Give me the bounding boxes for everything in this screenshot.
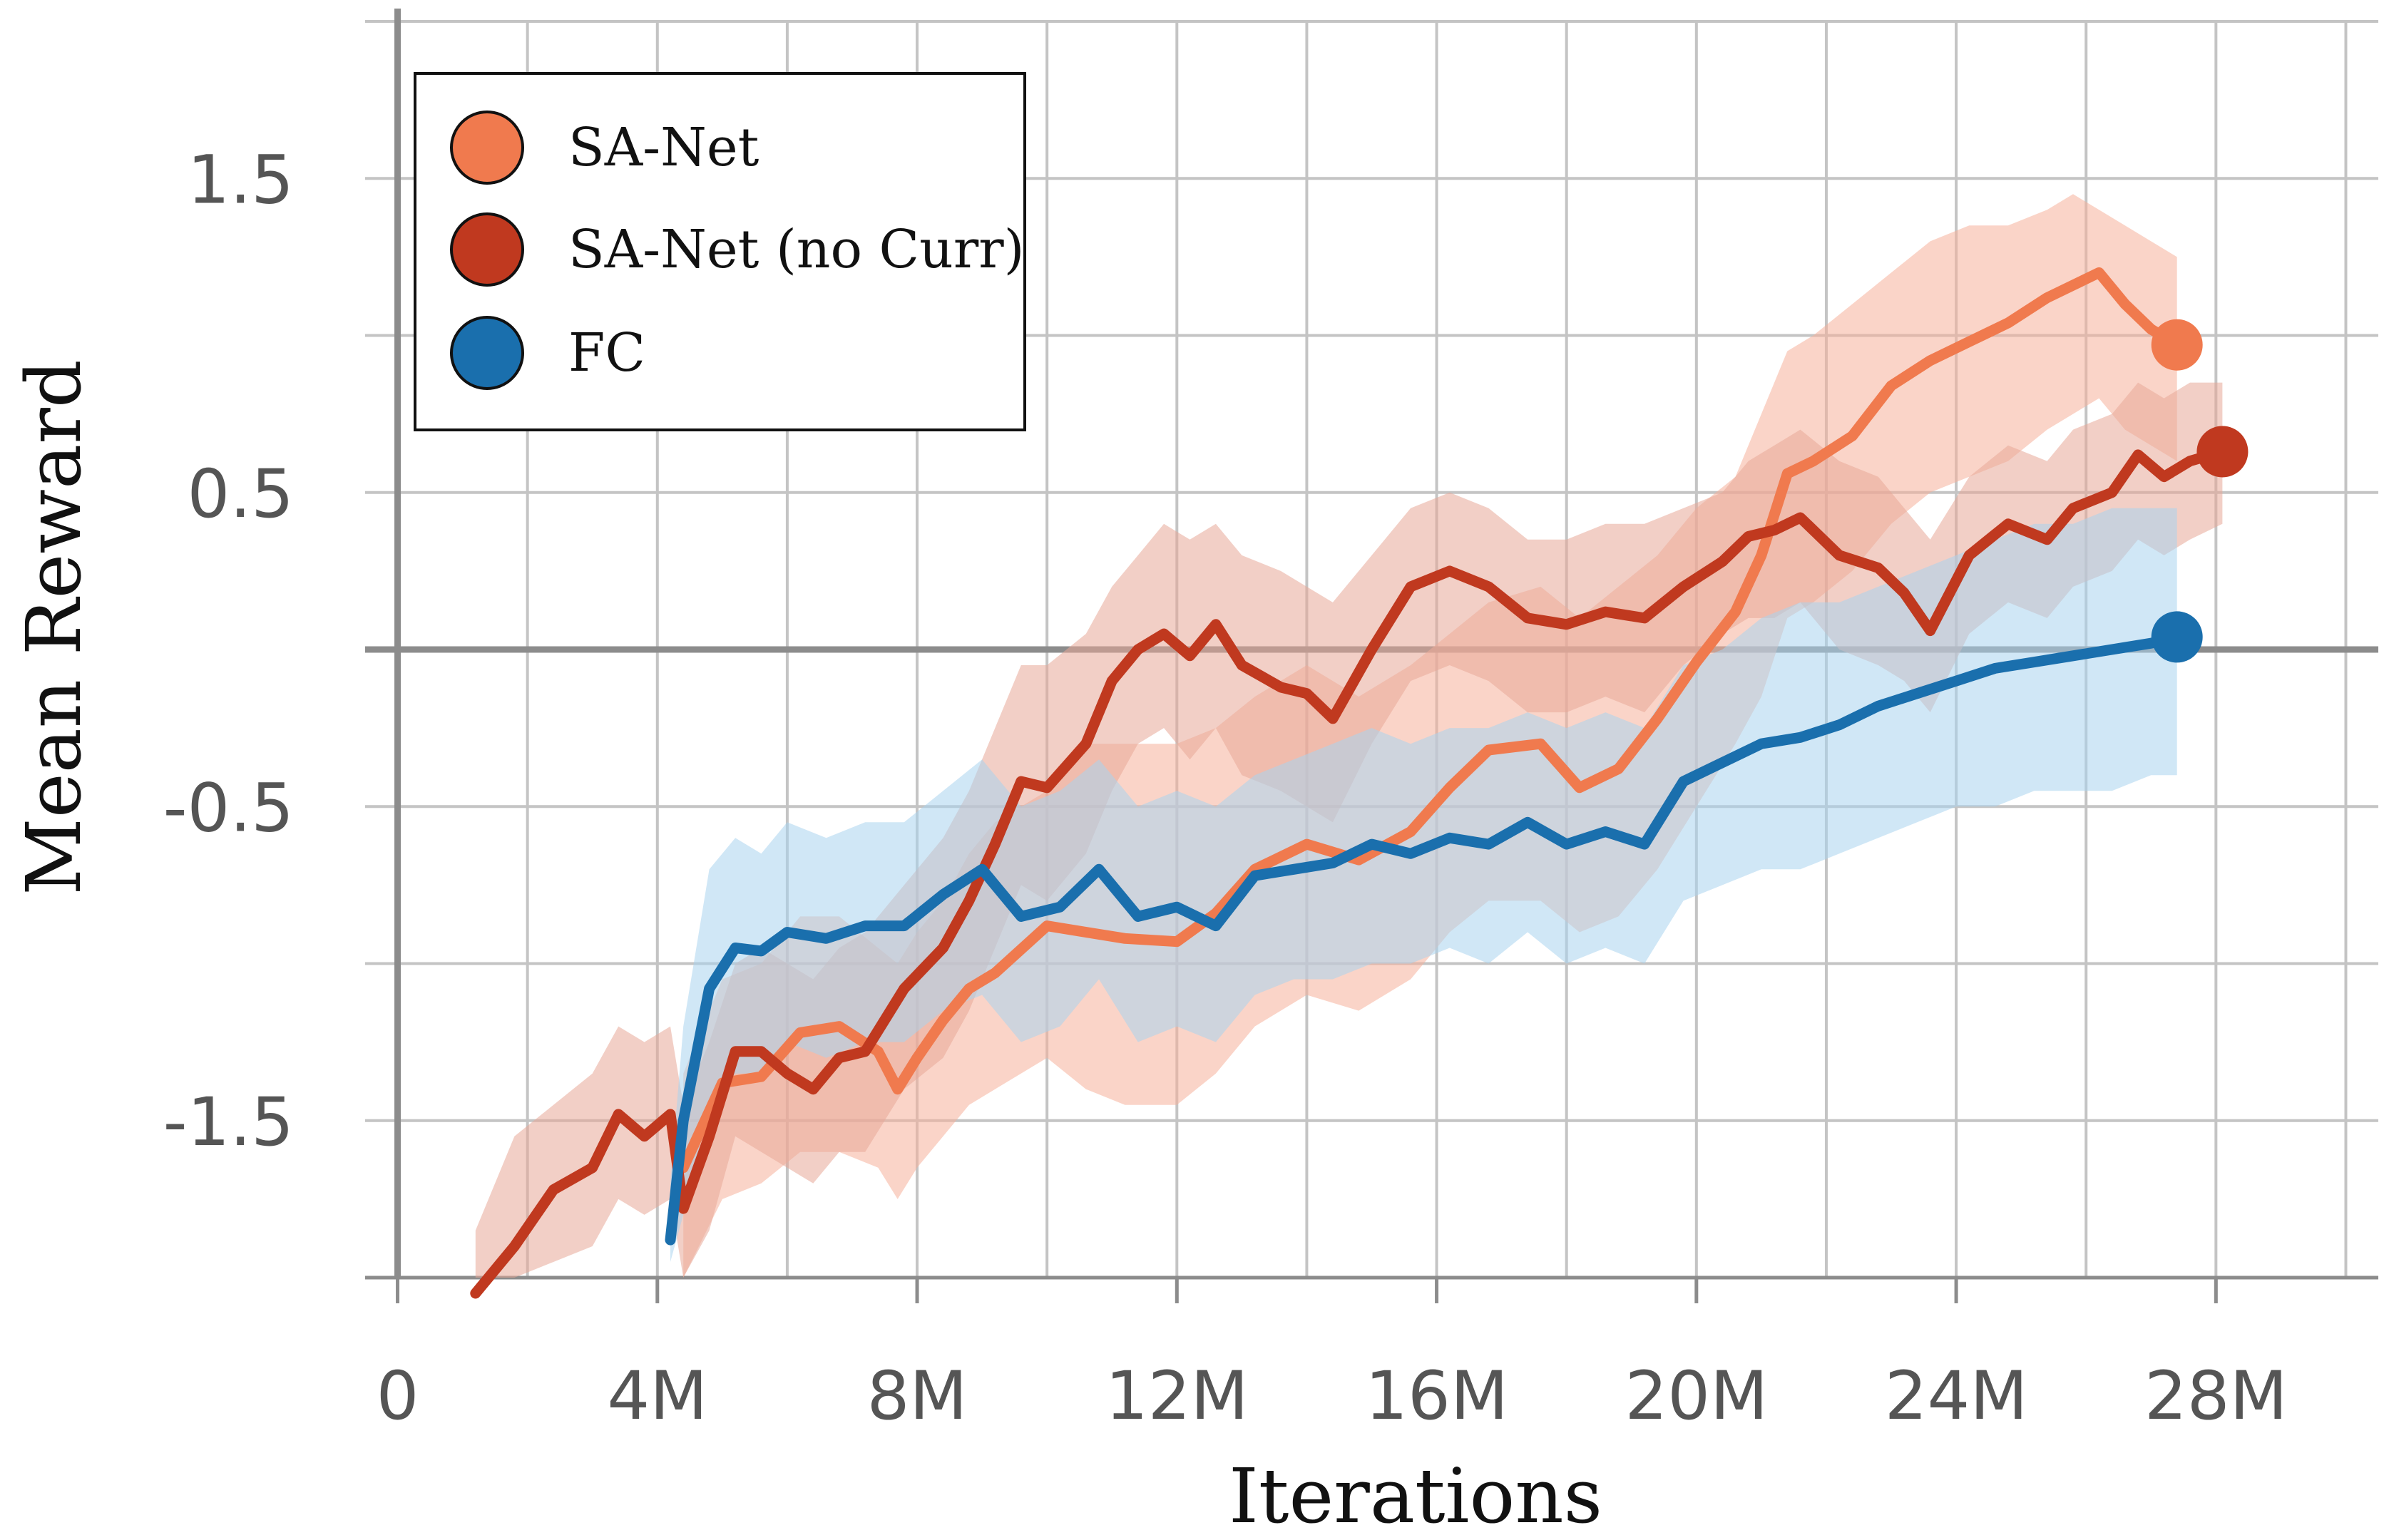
x-tick-label: 12M: [1105, 1357, 1249, 1435]
legend-label: FC: [568, 322, 645, 384]
x-tick-label: 16M: [1365, 1357, 1508, 1435]
x-tick-label: 28M: [2144, 1357, 2288, 1435]
y-tick-label: -0.5: [163, 769, 294, 847]
marker-layer: [2151, 319, 2249, 663]
line-layer: [470, 267, 2228, 1299]
series-line-sa-net-no-curr-: [470, 446, 2228, 1299]
series-band-sa-net-no-curr-: [475, 382, 2223, 1278]
series-line-sa-net: [677, 267, 2183, 1174]
legend-swatch: [450, 212, 524, 287]
y-tick-label: 1.5: [188, 141, 295, 219]
legend-label: SA-Net (no Curr): [568, 219, 1024, 280]
legend-label: SA-Net: [568, 117, 759, 178]
legend-swatch: [450, 316, 524, 390]
x-axis-title: Iterations: [1229, 1452, 1602, 1540]
x-tick-label: 4M: [607, 1357, 707, 1435]
x-tick-label: 20M: [1625, 1357, 1768, 1435]
series-line-fc: [665, 631, 2183, 1246]
legend-items: SA-Net SA-Net (no Curr) FC: [450, 111, 1024, 390]
x-tick-label: 24M: [1885, 1357, 2028, 1435]
legend: SA-Net SA-Net (no Curr) FC: [414, 72, 1026, 431]
tick-label-layer: 0 4M 8M 12M 16M 20M 24M 28M 1.5 0.5 -0.5 -1.5: [163, 141, 2288, 1435]
series-end-marker: [2196, 426, 2249, 478]
series-band-fc: [670, 508, 2177, 1262]
x-tick-label: 0: [377, 1357, 419, 1435]
y-tick-label: -1.5: [163, 1084, 294, 1161]
legend-swatch: [450, 111, 524, 185]
y-axis-title: Mean Reward: [10, 359, 98, 895]
x-tick-label: 8M: [867, 1357, 968, 1435]
y-tick-label: 0.5: [188, 456, 295, 533]
series-end-marker: [2151, 319, 2203, 371]
series-end-marker: [2151, 611, 2203, 663]
